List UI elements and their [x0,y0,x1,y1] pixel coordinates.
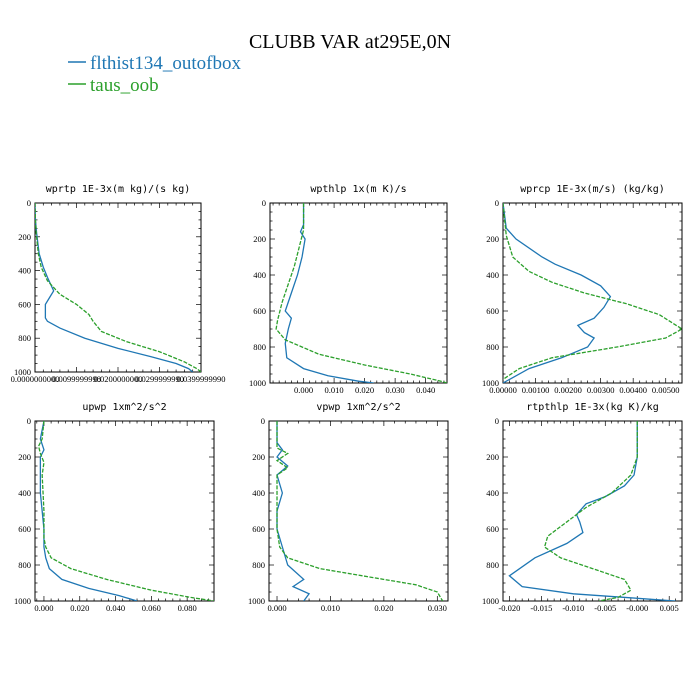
panel-1: wprtp 1E-3x(m kg)/(s kg) 0 200 400 600 800 100… [11,184,226,384]
x-tick-label: 0.00400 [619,385,647,395]
y-tick-label: 400 [253,270,266,280]
panel-title: vpwp 1xm^2/s^2 [316,402,400,413]
x-tick-label: 0.00300 [587,385,615,395]
legend-label-flthist134: flthist134_outofbox [90,53,241,74]
panel-title: wprcp 1E-3x(m/s) (kg/kg) [520,184,665,195]
x-tick-label: 0.040 [106,603,125,613]
y-tick-label: 1000 [14,367,31,377]
series-line-flthist134_outofbox [35,203,194,372]
x-tick-label: 0.080 [178,603,197,613]
y-tick-label: 600 [18,524,31,534]
x-tick-label: 0.000 [267,603,286,613]
series-line-flthist134_outofbox [284,203,374,383]
y-tick-label: 800 [486,342,499,352]
y-tick-label: 200 [252,452,265,462]
x-tick-label: 0.0000000000 [11,374,60,384]
x-tick-label: 0.00500 [652,385,680,395]
x-tick-label: 0.00200 [554,385,582,395]
x-tick-label: 0.00000 [489,385,517,395]
y-tick-label: 800 [253,342,266,352]
panel-6: rtpthlp 1E-3x(kg K)/kg02004006008001000-… [482,402,683,613]
y-tick-label: 1000 [249,378,266,388]
x-tick-label: 0.00100 [522,385,550,395]
x-tick-label: 0.010 [321,603,340,613]
y-tick-label: 400 [486,270,499,280]
x-tick-label: -0.010 [562,603,584,613]
x-tick-label: 0.010 [325,385,344,395]
y-tick-label: 800 [252,560,265,570]
x-tick-label: 0.000 [34,603,53,613]
x-tick-label: -0.015 [530,603,552,613]
legend: flthist134_outofbox taus_oob [68,53,241,96]
y-tick-label: 600 [253,306,266,316]
x-tick-label: -0.000 [626,603,648,613]
y-tick-label: 400 [252,488,265,498]
x-tick-label: 0.0200000000 [94,374,143,384]
panel-title: wprtp 1E-3x(m kg)/(s kg) [46,184,191,195]
y-tick-label: 600 [486,524,499,534]
series-line-flthist134_outofbox [503,203,612,383]
y-tick-label: 200 [253,234,266,244]
y-tick-label: 200 [18,232,31,242]
panels: wprtp 1E-3x(m kg)/(s kg) 0 200 400 600 800 100… [11,184,683,613]
y-tick-label: 200 [18,452,31,462]
x-tick-label: 0.000 [294,385,313,395]
series-line-taus_oob [37,421,214,601]
series-line-flthist134_outofbox [508,421,676,601]
panel-3: wprcp 1E-3x(m/s) (kg/kg) 0 200 400 600 800 100… [482,184,683,395]
y-tick-label: 200 [486,452,499,462]
y-tick-label: 1000 [482,596,499,606]
x-tick-label: 0.0099999998 [52,374,101,384]
x-tick-label: 0.020 [374,603,393,613]
series-line-taus_oob [275,203,447,383]
x-tick-label: 0.040 [416,385,435,395]
series-line-taus_oob [275,421,444,601]
x-tick-label: 0.060 [142,603,161,613]
x-tick-label: 0.020 [70,603,89,613]
figure-title: CLUBB VAR at295E,0N [249,31,451,53]
y-tick-label: 1000 [482,378,499,388]
series-line-taus_oob [503,203,682,380]
y-tick-label: 800 [486,560,499,570]
legend-label-taus-oob: taus_oob [90,75,159,96]
y-tick-label: 0 [495,416,499,426]
panel-title: wpthlp 1x(m K)/s [310,184,406,195]
y-tick-label: 0 [262,198,266,208]
x-tick-label: 0.0399999990 [177,374,226,384]
panel-title: rtpthlp 1E-3x(kg K)/kg [526,402,658,413]
y-tick-label: 400 [18,488,31,498]
x-tick-label: -0.005 [594,603,616,613]
y-tick-label: 400 [18,266,31,276]
y-tick-label: 1000 [248,596,265,606]
x-tick-label: 0.005 [660,603,679,613]
y-tick-label: 800 [18,333,31,343]
y-tick-label: 0 [27,416,31,426]
y-tick-label: 600 [18,299,31,309]
y-tick-label: 0 [495,198,499,208]
y-tick-label: 200 [486,234,499,244]
x-tick-label: -0.020 [498,603,520,613]
y-tick-label: 600 [486,306,499,316]
panel-2: wpthlp 1x(m K)/s 0 200 400 600 800 1000 0.000 0.… [249,184,448,395]
x-tick-label: 0.020 [355,385,374,395]
y-tick-label: 400 [486,488,499,498]
x-tick-label: 0.0299999990 [135,374,184,384]
x-tick-label: 0.030 [428,603,447,613]
panel-title: upwp 1xm^2/s^2 [82,402,166,413]
y-tick-label: 0 [261,416,265,426]
y-tick-label: 600 [252,524,265,534]
x-tick-label: 0.030 [386,385,405,395]
y-tick-label: 800 [18,560,31,570]
y-tick-label: 0 [27,198,31,208]
series-line-taus_oob [543,421,638,601]
y-tick-label: 1000 [14,596,31,606]
series-line-taus_oob [35,203,201,372]
